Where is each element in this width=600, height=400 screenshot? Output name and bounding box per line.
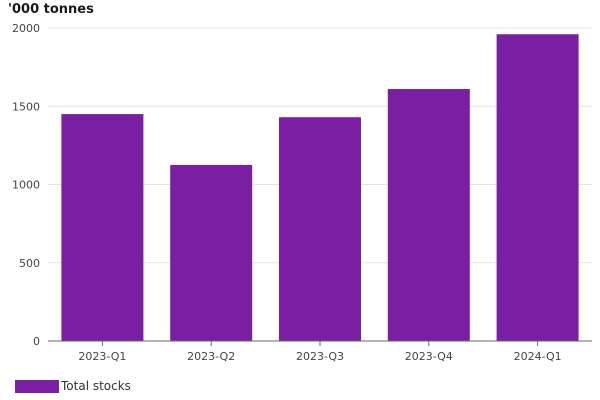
y-axis-ticks: 0 500 1000 1500 2000	[12, 22, 40, 348]
unit-label: '000 tonnes	[8, 2, 94, 17]
x-tick-label: 2023-Q4	[405, 350, 453, 363]
bar	[387, 89, 470, 341]
x-axis-ticks: 2023-Q1 2023-Q2 2023-Q3 2023-Q4 2024-Q1	[78, 341, 562, 363]
x-tick-label: 2023-Q2	[187, 350, 235, 363]
y-tick-label: 0	[33, 335, 40, 348]
x-tick-label: 2023-Q3	[296, 350, 344, 363]
legend-label: Total stocks	[61, 379, 131, 393]
bar	[279, 117, 361, 341]
x-tick-label: 2023-Q1	[78, 350, 126, 363]
bars	[61, 34, 579, 341]
x-tick-label: 2024-Q1	[514, 350, 562, 363]
legend: Total stocks	[15, 377, 131, 395]
y-tick-label: 500	[19, 257, 40, 270]
bar	[496, 34, 579, 341]
y-tick-label: 1500	[12, 100, 40, 113]
y-tick-label: 2000	[12, 22, 40, 35]
legend-swatch	[15, 379, 59, 393]
y-tick-label: 1000	[12, 179, 40, 192]
bar	[61, 114, 144, 341]
bar	[170, 164, 253, 341]
